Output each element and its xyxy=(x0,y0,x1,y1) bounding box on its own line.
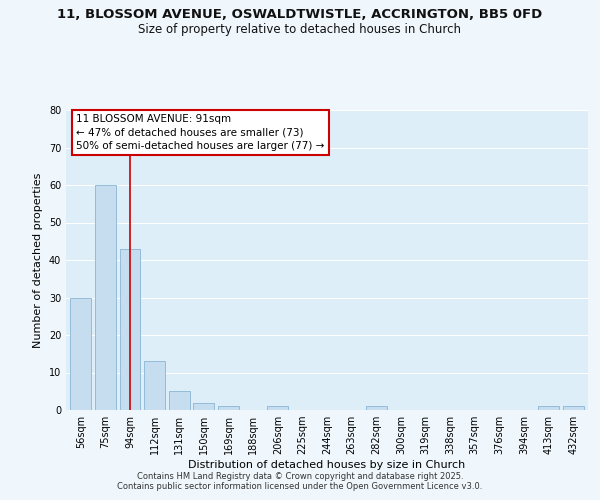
Text: Contains HM Land Registry data © Crown copyright and database right 2025.: Contains HM Land Registry data © Crown c… xyxy=(137,472,463,481)
Bar xyxy=(144,361,165,410)
Bar xyxy=(563,406,584,410)
Bar xyxy=(366,406,387,410)
Text: Size of property relative to detached houses in Church: Size of property relative to detached ho… xyxy=(139,22,461,36)
Bar xyxy=(193,402,214,410)
Bar xyxy=(169,391,190,410)
Bar xyxy=(267,406,288,410)
Bar xyxy=(538,406,559,410)
Text: 11 BLOSSOM AVENUE: 91sqm
← 47% of detached houses are smaller (73)
50% of semi-d: 11 BLOSSOM AVENUE: 91sqm ← 47% of detach… xyxy=(76,114,325,151)
Bar xyxy=(119,248,140,410)
Bar xyxy=(95,185,116,410)
Text: Contains public sector information licensed under the Open Government Licence v3: Contains public sector information licen… xyxy=(118,482,482,491)
Y-axis label: Number of detached properties: Number of detached properties xyxy=(33,172,43,348)
X-axis label: Distribution of detached houses by size in Church: Distribution of detached houses by size … xyxy=(188,460,466,470)
Text: 11, BLOSSOM AVENUE, OSWALDTWISTLE, ACCRINGTON, BB5 0FD: 11, BLOSSOM AVENUE, OSWALDTWISTLE, ACCRI… xyxy=(58,8,542,20)
Bar xyxy=(218,406,239,410)
Bar xyxy=(70,298,91,410)
